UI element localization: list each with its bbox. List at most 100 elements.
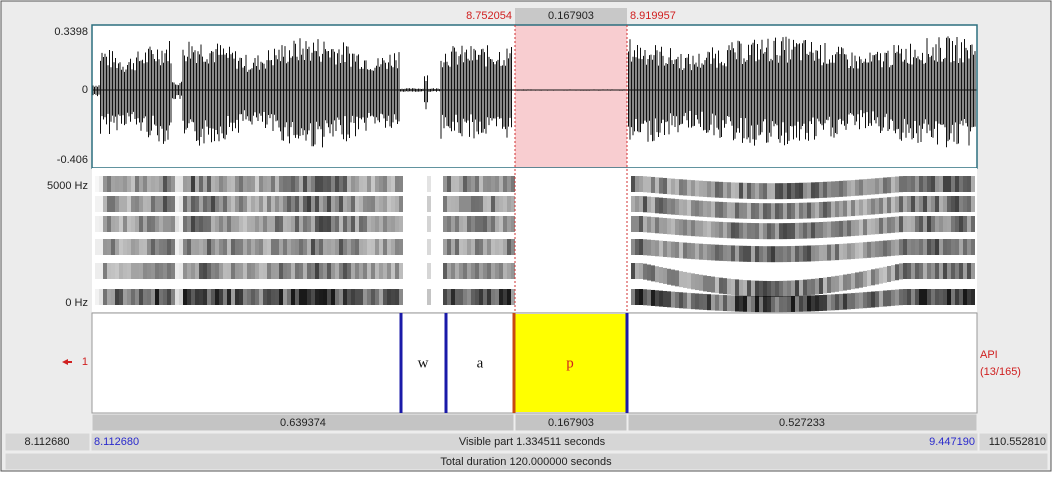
end-visible: 9.447190	[929, 436, 975, 448]
spectrogram-cell	[495, 289, 499, 305]
spectrogram-cell	[211, 176, 215, 192]
spectrogram-cell	[659, 218, 663, 234]
spectrogram-cell	[307, 196, 311, 212]
spectrogram-cell	[135, 239, 139, 255]
spectrogram-cell	[947, 176, 951, 192]
spectrogram-cell	[819, 245, 823, 261]
spectrogram-cell	[959, 239, 963, 255]
duration-label[interactable]: 0.167903	[548, 417, 594, 429]
spectrogram-cell	[95, 196, 99, 212]
spectrogram-cell	[687, 200, 691, 216]
duration-label[interactable]: 0.639374	[280, 417, 326, 429]
spectrogram-cell	[695, 243, 699, 259]
spectrogram-cell	[459, 263, 463, 279]
spectrogram-cell	[927, 216, 931, 232]
spectrogram-cell	[347, 196, 351, 212]
spectrogram-cell	[451, 263, 455, 279]
tier-number[interactable]: 1	[82, 356, 88, 368]
spectrogram-cell	[643, 216, 647, 232]
spectrogram-cell	[671, 199, 675, 215]
spectrogram-cell	[123, 239, 127, 255]
spectrogram-cell	[103, 263, 107, 279]
spectrogram-cell	[763, 183, 767, 199]
spectrogram-cell	[735, 279, 739, 295]
spectrogram-cell	[355, 196, 359, 212]
spectrogram-cell	[259, 263, 263, 279]
spectrogram-cell	[791, 223, 795, 239]
spectrogram-cell	[783, 246, 787, 262]
spectrogram-cell	[943, 239, 947, 255]
spectrogram-cell	[967, 176, 971, 192]
spectrogram-cell	[863, 271, 867, 287]
spectrogram-cell	[247, 176, 251, 192]
spectrogram-cell	[931, 239, 935, 255]
spectrogram-cell	[107, 196, 111, 212]
spectrogram-cell	[427, 289, 431, 305]
spectrogram-cell	[811, 295, 815, 311]
spectrogram-cell	[175, 289, 179, 305]
spectrogram-cell	[383, 289, 387, 305]
spectrogram-cell	[671, 270, 675, 286]
duration-label[interactable]: 0.527233	[779, 417, 825, 429]
spectrogram-cell	[155, 289, 159, 305]
end-total[interactable]: 110.552810	[989, 436, 1046, 448]
spectrogram-cell	[779, 203, 783, 219]
spectrogram-cell	[963, 196, 967, 212]
spectrogram-cell	[839, 201, 843, 217]
spectrogram-cell	[339, 216, 343, 232]
spectrogram-cell	[639, 239, 643, 255]
spectrogram-cell	[867, 199, 871, 215]
spectrogram-cell	[311, 289, 315, 305]
start-visible: 8.112680	[94, 436, 139, 448]
spectrogram-cell	[943, 263, 947, 279]
spectrogram-cell	[707, 244, 711, 260]
spectrogram-cell	[783, 296, 787, 312]
spectrogram-cell	[163, 176, 167, 192]
spectrogram-cell	[275, 176, 279, 192]
spectrogram-cell	[871, 269, 875, 285]
spectrogram-cell	[687, 180, 691, 196]
spectrogram-cell	[187, 289, 191, 305]
spectrogram-cell	[215, 196, 219, 212]
spectrogram-cell	[263, 176, 267, 192]
spectrogram-cell	[239, 239, 243, 255]
spectrogram-cell	[327, 239, 331, 255]
spectrogram-cell	[151, 263, 155, 279]
spectrogram-cell	[935, 239, 939, 255]
spectrogram-cell	[355, 289, 359, 305]
spectrogram-cell	[455, 196, 459, 212]
spectrogram-cell	[487, 176, 491, 192]
spectrogram-cell	[171, 289, 175, 305]
spectrogram-cell	[647, 290, 651, 306]
spectrogram-cell	[251, 239, 255, 255]
total-duration[interactable]: Total duration 120.000000 seconds	[440, 456, 612, 468]
spectrogram-cell	[235, 239, 239, 255]
spectrogram-cell	[299, 289, 303, 305]
spectrogram-cell	[463, 196, 467, 212]
spectrogram-cell	[675, 242, 679, 258]
spectrogram-cell	[703, 244, 707, 260]
spectrogram-cell	[503, 263, 507, 279]
interval-label[interactable]: w	[418, 355, 429, 371]
spectrogram-cell	[687, 273, 691, 289]
spectrogram-cell	[491, 263, 495, 279]
spectrogram-cell	[363, 263, 367, 279]
spectrogram-cell	[355, 176, 359, 192]
spectrogram-cell	[935, 196, 939, 212]
spectrogram-cell	[271, 176, 275, 192]
spectrogram-min: 0 Hz	[65, 297, 88, 309]
start-total[interactable]: 8.112680	[24, 436, 69, 448]
spectrogram-cell	[251, 263, 255, 279]
spectrogram-cell	[879, 291, 883, 307]
spectrogram-cell	[631, 239, 635, 255]
interval-label[interactable]: p	[566, 355, 574, 371]
spectrogram-cell	[927, 176, 931, 192]
interval-label[interactable]: a	[477, 355, 484, 371]
visible-part[interactable]: Visible part 1.334511 seconds	[459, 436, 606, 448]
spectrogram-cell	[207, 176, 211, 192]
spectrogram-cell	[475, 196, 479, 212]
spectrogram-cell	[275, 263, 279, 279]
spectrogram-cell	[195, 289, 199, 305]
spectrogram-cell	[667, 241, 671, 257]
spectrogram-cell	[767, 281, 771, 297]
